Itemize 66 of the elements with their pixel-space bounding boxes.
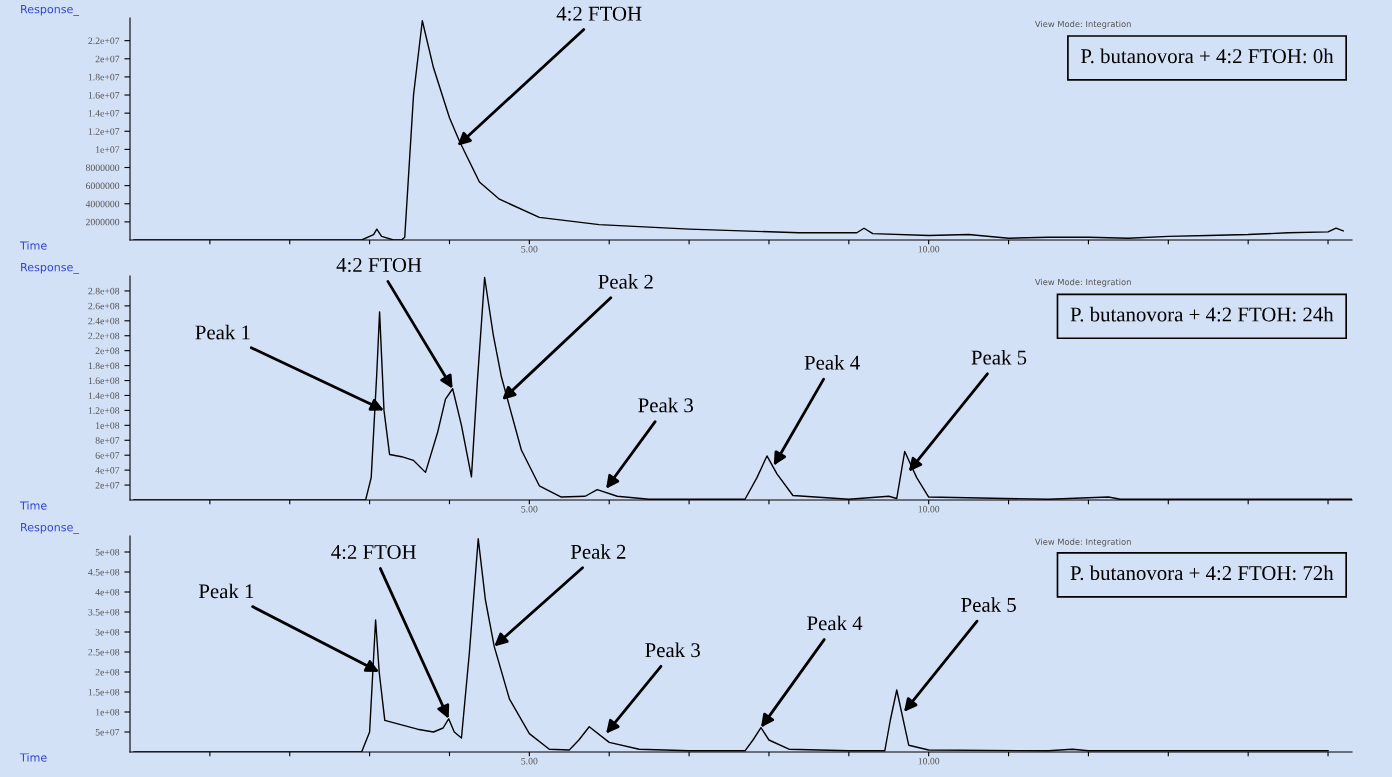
y-axis-title: Response_ bbox=[21, 523, 80, 534]
y-tick-label: 2e+07 bbox=[95, 55, 120, 63]
annotation: 4:2 FTOH bbox=[331, 545, 416, 560]
annotation: 4:2 FTOH bbox=[336, 258, 422, 273]
y-tick-label: 8e+07 bbox=[95, 437, 120, 444]
annotation: Peak 2 bbox=[570, 544, 626, 559]
annotation: Peak 4 bbox=[807, 615, 863, 631]
y-tick-label: 4000000 bbox=[85, 200, 120, 208]
y-tick-label: 5e+07 bbox=[95, 728, 120, 736]
y-tick-label: 2.2e+07 bbox=[88, 37, 120, 45]
y-tick-label: 2e+08 bbox=[95, 347, 120, 355]
annotation: Peak 5 bbox=[971, 349, 1027, 365]
x-tick-label: 5.00 bbox=[521, 505, 538, 513]
y-tick-label: 2.8e+08 bbox=[88, 287, 120, 295]
text: P. butanovora + 4:2 FTOH: 72h bbox=[1070, 565, 1334, 581]
y-tick-label: 1.8e+08 bbox=[88, 362, 120, 370]
x-tick-label: 5.00 bbox=[521, 245, 538, 253]
annotation: Peak 2 bbox=[598, 274, 653, 289]
y-tick-label: 2.4e+08 bbox=[88, 317, 120, 325]
y-tick-label: 3.5e+08 bbox=[88, 608, 120, 616]
y-tick-label: 1e+07 bbox=[96, 146, 120, 153]
y-tick-label: 2000000 bbox=[85, 218, 120, 226]
y-tick-label: 2e+07 bbox=[95, 481, 120, 489]
y-axis-title: Response_ bbox=[21, 263, 80, 274]
y-tick-label: 6e+07 bbox=[95, 452, 120, 459]
annotation: Peak 3 bbox=[645, 642, 700, 658]
y-tick-label: 2.5e+08 bbox=[88, 648, 120, 656]
text: P. butanovora + 4:2 FTOH: 0h bbox=[1081, 48, 1334, 64]
annotation: 4:2 FTOH bbox=[556, 6, 642, 21]
annotation: Peak 1 bbox=[198, 583, 254, 599]
x-axis-title: Time bbox=[19, 501, 47, 510]
y-tick-label: 1.6e+07 bbox=[88, 91, 120, 99]
y-tick-label: 2.2e+08 bbox=[88, 332, 120, 340]
x-axis-title: Time bbox=[19, 753, 47, 762]
x-tick-label: 10.00 bbox=[918, 505, 940, 513]
x-axis-title: Time bbox=[19, 241, 47, 250]
annotation: Peak 4 bbox=[804, 355, 860, 370]
y-tick-label: 1.5e+08 bbox=[88, 688, 120, 696]
y-tick-label: 1.2e+07 bbox=[88, 128, 120, 135]
text: P. butanovora + 4:2 FTOH: 24h bbox=[1070, 306, 1334, 322]
y-tick-label: 8000000 bbox=[85, 164, 120, 171]
annotation: Peak 3 bbox=[638, 397, 693, 413]
y-tick-label: 4.5e+08 bbox=[88, 568, 120, 576]
x-tick-label: 5.00 bbox=[521, 757, 538, 765]
y-tick-label: 1.4e+07 bbox=[88, 110, 120, 117]
y-tick-label: 1.6e+08 bbox=[88, 377, 120, 385]
y-tick-label: 5e+08 bbox=[95, 548, 120, 556]
y-tick-label: 3e+08 bbox=[95, 628, 120, 636]
y-tick-label: 4e+08 bbox=[95, 588, 120, 596]
y-tick-label: 2.6e+08 bbox=[88, 302, 120, 310]
y-tick-label: 4e+07 bbox=[95, 467, 120, 474]
y-axis-title: Response_ bbox=[21, 5, 80, 16]
annotation: Peak 1 bbox=[195, 324, 250, 340]
annotation: View Mode: Integration bbox=[1034, 278, 1131, 287]
y-tick-label: 1.4e+08 bbox=[88, 392, 120, 399]
y-tick-label: 1e+08 bbox=[96, 422, 120, 429]
y-tick-label: 2e+08 bbox=[95, 668, 120, 676]
annotation: View Mode: Integration bbox=[1034, 20, 1131, 29]
annotation: View Mode: Integration bbox=[1034, 538, 1131, 547]
x-tick-label: 10.00 bbox=[918, 757, 940, 765]
x-tick-label: 10.00 bbox=[918, 245, 940, 253]
y-tick-label: 1e+08 bbox=[96, 708, 120, 716]
y-tick-label: 1.8e+07 bbox=[88, 73, 120, 81]
y-tick-label: 1.2e+08 bbox=[88, 407, 120, 414]
annotation: Peak 5 bbox=[961, 597, 1016, 612]
y-tick-label: 6000000 bbox=[85, 182, 120, 190]
